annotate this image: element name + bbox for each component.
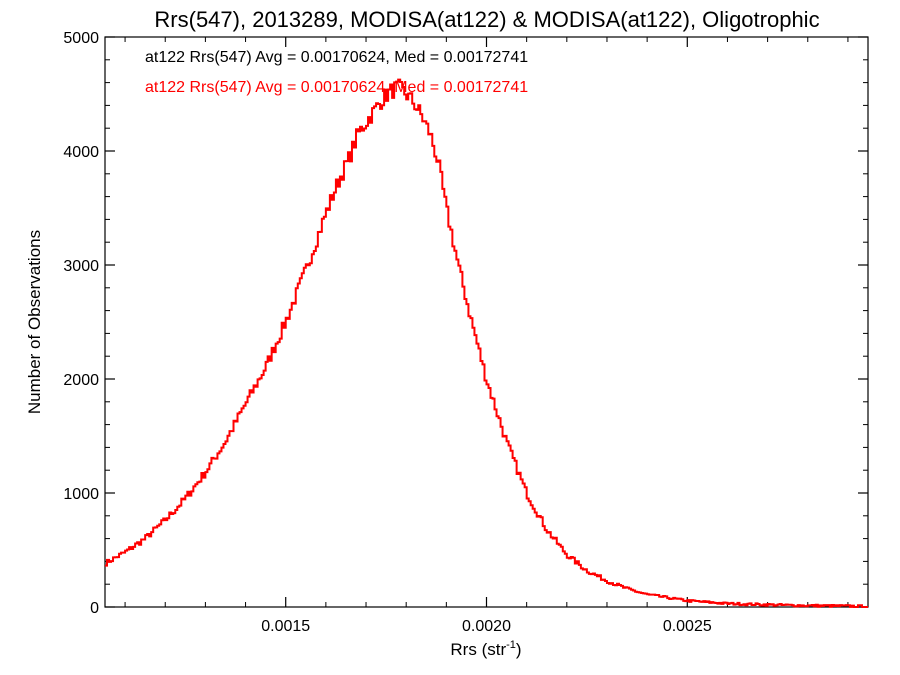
x-axis-label-superscript: -1	[506, 639, 516, 651]
y-axis-ticks: 0 1000 2000 3000 4000 5000	[63, 30, 868, 617]
x-axis-ticks: 0.0015 0.0020 0.0025	[261, 37, 712, 635]
x-tick-label: 0.0020	[462, 618, 511, 635]
annotation-red: at122 Rrs(547) Avg = 0.00170624, Med = 0…	[145, 79, 528, 96]
y-tick-label: 2000	[63, 372, 99, 389]
y-tick-label: 3000	[63, 258, 99, 275]
y-tick-label: 0	[90, 600, 99, 617]
x-axis-label-close: )	[516, 640, 522, 659]
y-tick-label: 4000	[63, 144, 99, 161]
x-tick-label: 0.0025	[663, 618, 712, 635]
chart-title: Rrs(547), 2013289, MODISA(at122) & MODIS…	[154, 7, 819, 32]
x-tick-label: 0.0015	[261, 618, 310, 635]
histogram-series-line	[105, 78, 868, 608]
x-axis-label: Rrs (str-1)	[450, 639, 521, 659]
y-axis-label: Number of Observations	[25, 230, 44, 414]
x-axis-minor-ticks	[124, 37, 849, 607]
plot-frame	[104, 36, 869, 608]
annotation-black: at122 Rrs(547) Avg = 0.00170624, Med = 0…	[145, 49, 528, 66]
x-axis-label-main: Rrs (str	[450, 640, 506, 659]
y-tick-label: 1000	[63, 486, 99, 503]
y-tick-label: 5000	[63, 30, 99, 47]
